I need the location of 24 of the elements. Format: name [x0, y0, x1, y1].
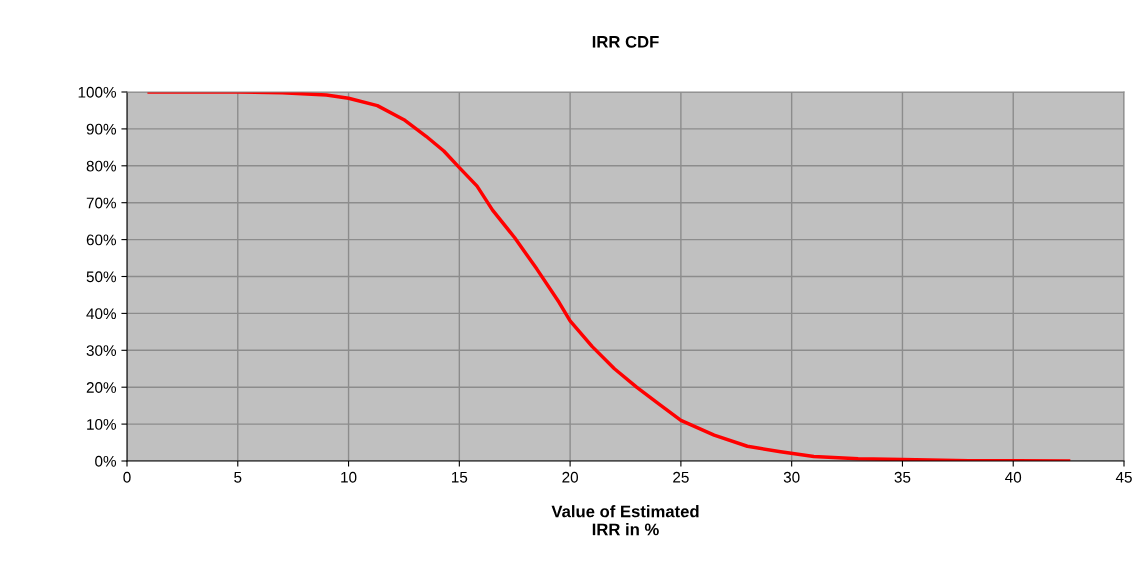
line-series [147, 92, 1071, 461]
y-tick-label: 80% [86, 160, 117, 172]
x-tick-label: 35 [894, 471, 911, 483]
x-tick-label: 45 [1115, 471, 1132, 483]
chart-title: IRR CDF [592, 35, 659, 48]
y-tick-label: 0% [95, 455, 117, 467]
y-tick-label: 60% [86, 234, 117, 246]
y-tick-label: 40% [86, 308, 117, 320]
x-tick-label: 10 [341, 471, 357, 483]
x-tick-label: 15 [452, 471, 468, 483]
x-tick-label: 40 [1005, 471, 1022, 483]
y-tick-label: 30% [86, 345, 117, 356]
x-tick-label: 0 [123, 471, 131, 483]
y-tick-label: 20% [86, 382, 117, 393]
y-tick-label: 10% [87, 418, 117, 430]
x-tick-label: 25 [673, 471, 689, 483]
y-tick-label: 100% [78, 86, 117, 98]
x-tick-label: 5 [234, 471, 242, 483]
x-axis-title: Value of Estimated IRR in % [551, 505, 699, 536]
x-tick-label: 20 [562, 471, 579, 483]
x-tick-label: 30 [783, 471, 800, 483]
y-tick-label: 70% [86, 197, 117, 209]
y-tick-label: 90% [86, 123, 117, 135]
y-tick-label: 50% [86, 271, 117, 283]
